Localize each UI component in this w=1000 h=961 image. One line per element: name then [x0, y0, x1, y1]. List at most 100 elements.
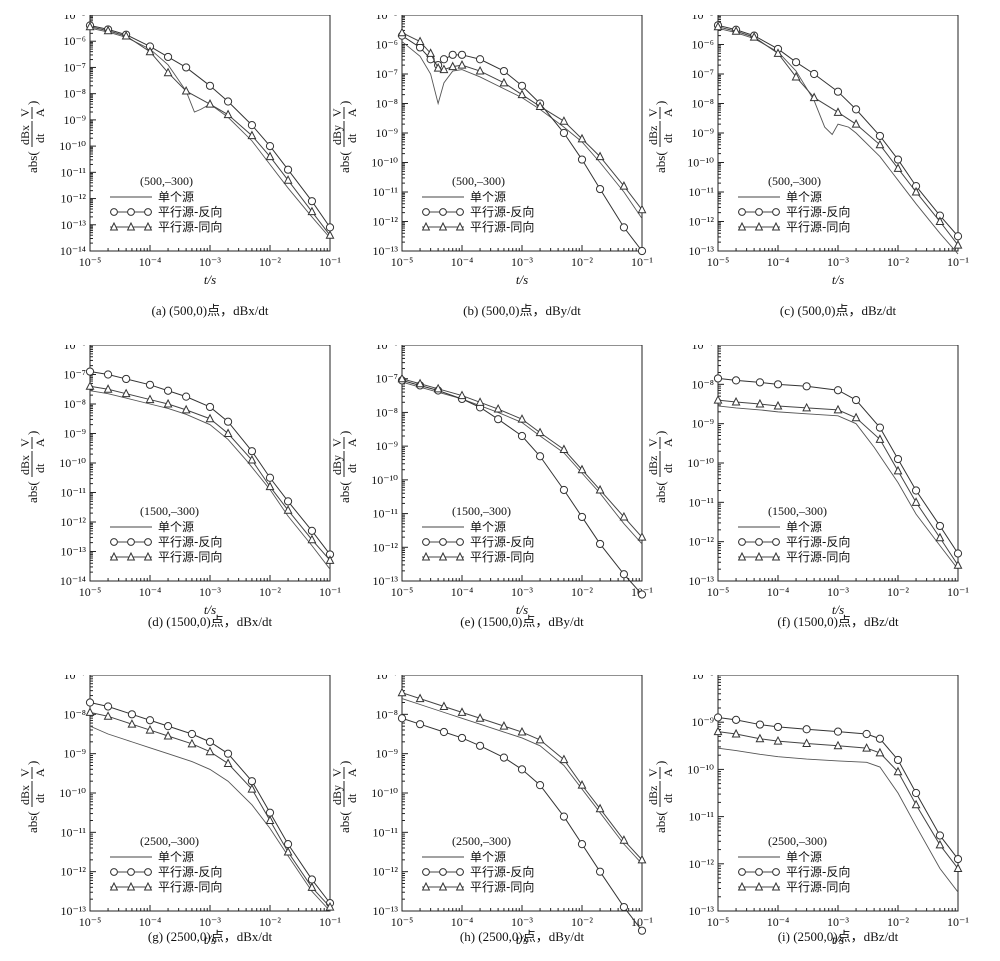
series-line-1: [717, 747, 959, 893]
legend-label: 平行源-同向: [158, 549, 222, 564]
data-point-triangle: [457, 390, 467, 400]
location-label: (1500,–300): [768, 504, 827, 518]
svg-text:): ): [653, 431, 668, 435]
data-point-triangle: [731, 396, 741, 406]
legend-label: 平行源-反向: [470, 864, 534, 879]
y-axis-label: abs(dBz dt V A): [646, 431, 675, 503]
x-tick-label: 10⁻⁵: [391, 255, 414, 269]
x-tick-label: 10⁻²: [571, 585, 593, 599]
data-point-triangle: [163, 730, 173, 740]
x-tick-label: 10⁻⁴: [139, 255, 162, 269]
panel-caption-f: (f) (1500,0)点，dBz/dt: [777, 614, 899, 629]
y-tick-label: 10⁻⁹: [375, 439, 398, 453]
legend-label: 平行源-同向: [786, 879, 850, 894]
data-point-circle: [619, 570, 629, 579]
legend-marker-circle: [127, 208, 135, 216]
y-tick-label: 10⁻¹²: [372, 540, 398, 554]
data-point-triangle: [619, 181, 629, 190]
svg-text:A: A: [33, 438, 47, 447]
series-line-1: [89, 725, 331, 912]
data-point-triangle: [493, 403, 503, 413]
svg-text:): ): [25, 761, 40, 765]
legend-marker-triangle: [771, 881, 781, 891]
location-label: (2500,–300): [452, 834, 511, 848]
data-point-circle: [457, 733, 467, 743]
data-point-triangle: [851, 119, 861, 128]
data-point-triangle: [307, 882, 317, 891]
legend-marker-triangle: [126, 551, 136, 561]
data-point-triangle: [559, 444, 569, 454]
svg-text:abs(: abs(: [337, 151, 352, 173]
y-axis-label: abs(dBx dt V A): [18, 101, 47, 173]
legend-label: 单个源: [470, 520, 506, 534]
svg-text:dt: dt: [345, 133, 359, 143]
data-point-triangle: [791, 71, 801, 81]
y-tick-label: 10⁻⁷: [63, 675, 86, 682]
svg-text:A: A: [345, 108, 359, 117]
y-axis-label: abs(dBz dt V A): [646, 761, 675, 833]
data-point-triangle: [475, 65, 485, 75]
legend-label: 平行源-反向: [158, 864, 222, 879]
legend-marker-circle: [144, 868, 152, 876]
data-point-triangle: [283, 505, 293, 514]
data-point-triangle: [103, 384, 113, 393]
legend-label: 平行源-反向: [158, 534, 222, 549]
legend-marker-triangle: [126, 881, 136, 891]
data-point-circle: [791, 58, 801, 67]
y-axis-label: abs(dBz dt V A): [646, 101, 675, 173]
data-point-triangle: [223, 758, 233, 767]
y-tick-label: 10⁻¹⁰: [59, 456, 86, 470]
data-point-circle: [755, 378, 765, 387]
data-point-circle: [163, 722, 173, 731]
data-point-triangle: [283, 846, 293, 856]
legend-label: 单个源: [158, 850, 194, 864]
y-tick-label: 10⁻¹³: [372, 904, 398, 918]
location-label: (2500,–300): [768, 834, 827, 848]
panel-caption-h: (h) (2500,0)点，dBy/dt: [459, 929, 585, 944]
data-point-triangle: [893, 766, 903, 776]
legend-label: 平行源-反向: [158, 204, 222, 219]
y-tick-label: 10⁻¹³: [372, 244, 398, 258]
svg-text:abs(: abs(: [337, 811, 352, 833]
x-tick-label: 10⁻³: [199, 255, 221, 269]
data-point-triangle: [637, 532, 647, 541]
data-point-circle: [127, 710, 137, 719]
panel-caption-d: (d) (1500,0)点，dBx/dt: [147, 614, 273, 629]
svg-text:dBx: dBx: [18, 785, 32, 805]
legend-marker-circle: [439, 868, 447, 876]
series-line-1: [401, 41, 643, 219]
svg-text:V: V: [646, 108, 660, 117]
legend-marker-triangle: [143, 881, 153, 891]
series-line-2: [717, 716, 959, 860]
legend-label: 平行源-同向: [470, 219, 534, 234]
legend-marker-triangle: [737, 881, 747, 891]
data-point-circle: [475, 741, 485, 750]
data-point-triangle: [833, 107, 843, 116]
svg-text:abs(: abs(: [653, 151, 668, 173]
svg-text:V: V: [646, 438, 660, 447]
x-tick-label: 10⁻³: [511, 255, 533, 269]
data-point-circle: [935, 521, 945, 531]
data-point-triangle: [475, 397, 485, 406]
data-point-circle: [283, 165, 293, 174]
panel-caption-a: (a) (500,0)点，dBx/dt: [151, 303, 269, 318]
data-point-triangle: [559, 116, 569, 125]
y-tick-label: 10⁻⁶: [691, 38, 714, 52]
data-point-triangle: [731, 728, 741, 738]
svg-text:dt: dt: [661, 133, 675, 143]
y-tick-label: 10⁻¹³: [60, 218, 86, 232]
data-point-triangle: [397, 373, 407, 383]
y-tick-label: 10⁻¹⁰: [59, 786, 86, 800]
data-point-triangle: [517, 414, 527, 423]
legend-label: 平行源-同向: [786, 219, 850, 234]
data-point-circle: [517, 765, 527, 774]
data-point-triangle: [773, 48, 783, 57]
x-axis-label: t/s: [832, 272, 844, 287]
y-axis-label: abs(dBx dt V A): [18, 431, 47, 503]
data-point-triangle: [911, 186, 921, 196]
y-tick-label: 10⁻⁶: [375, 345, 398, 352]
x-tick-label: 10⁻⁵: [79, 255, 102, 269]
legend-marker-circle: [772, 538, 780, 546]
data-point-triangle: [181, 85, 191, 95]
svg-text:): ): [25, 101, 40, 105]
